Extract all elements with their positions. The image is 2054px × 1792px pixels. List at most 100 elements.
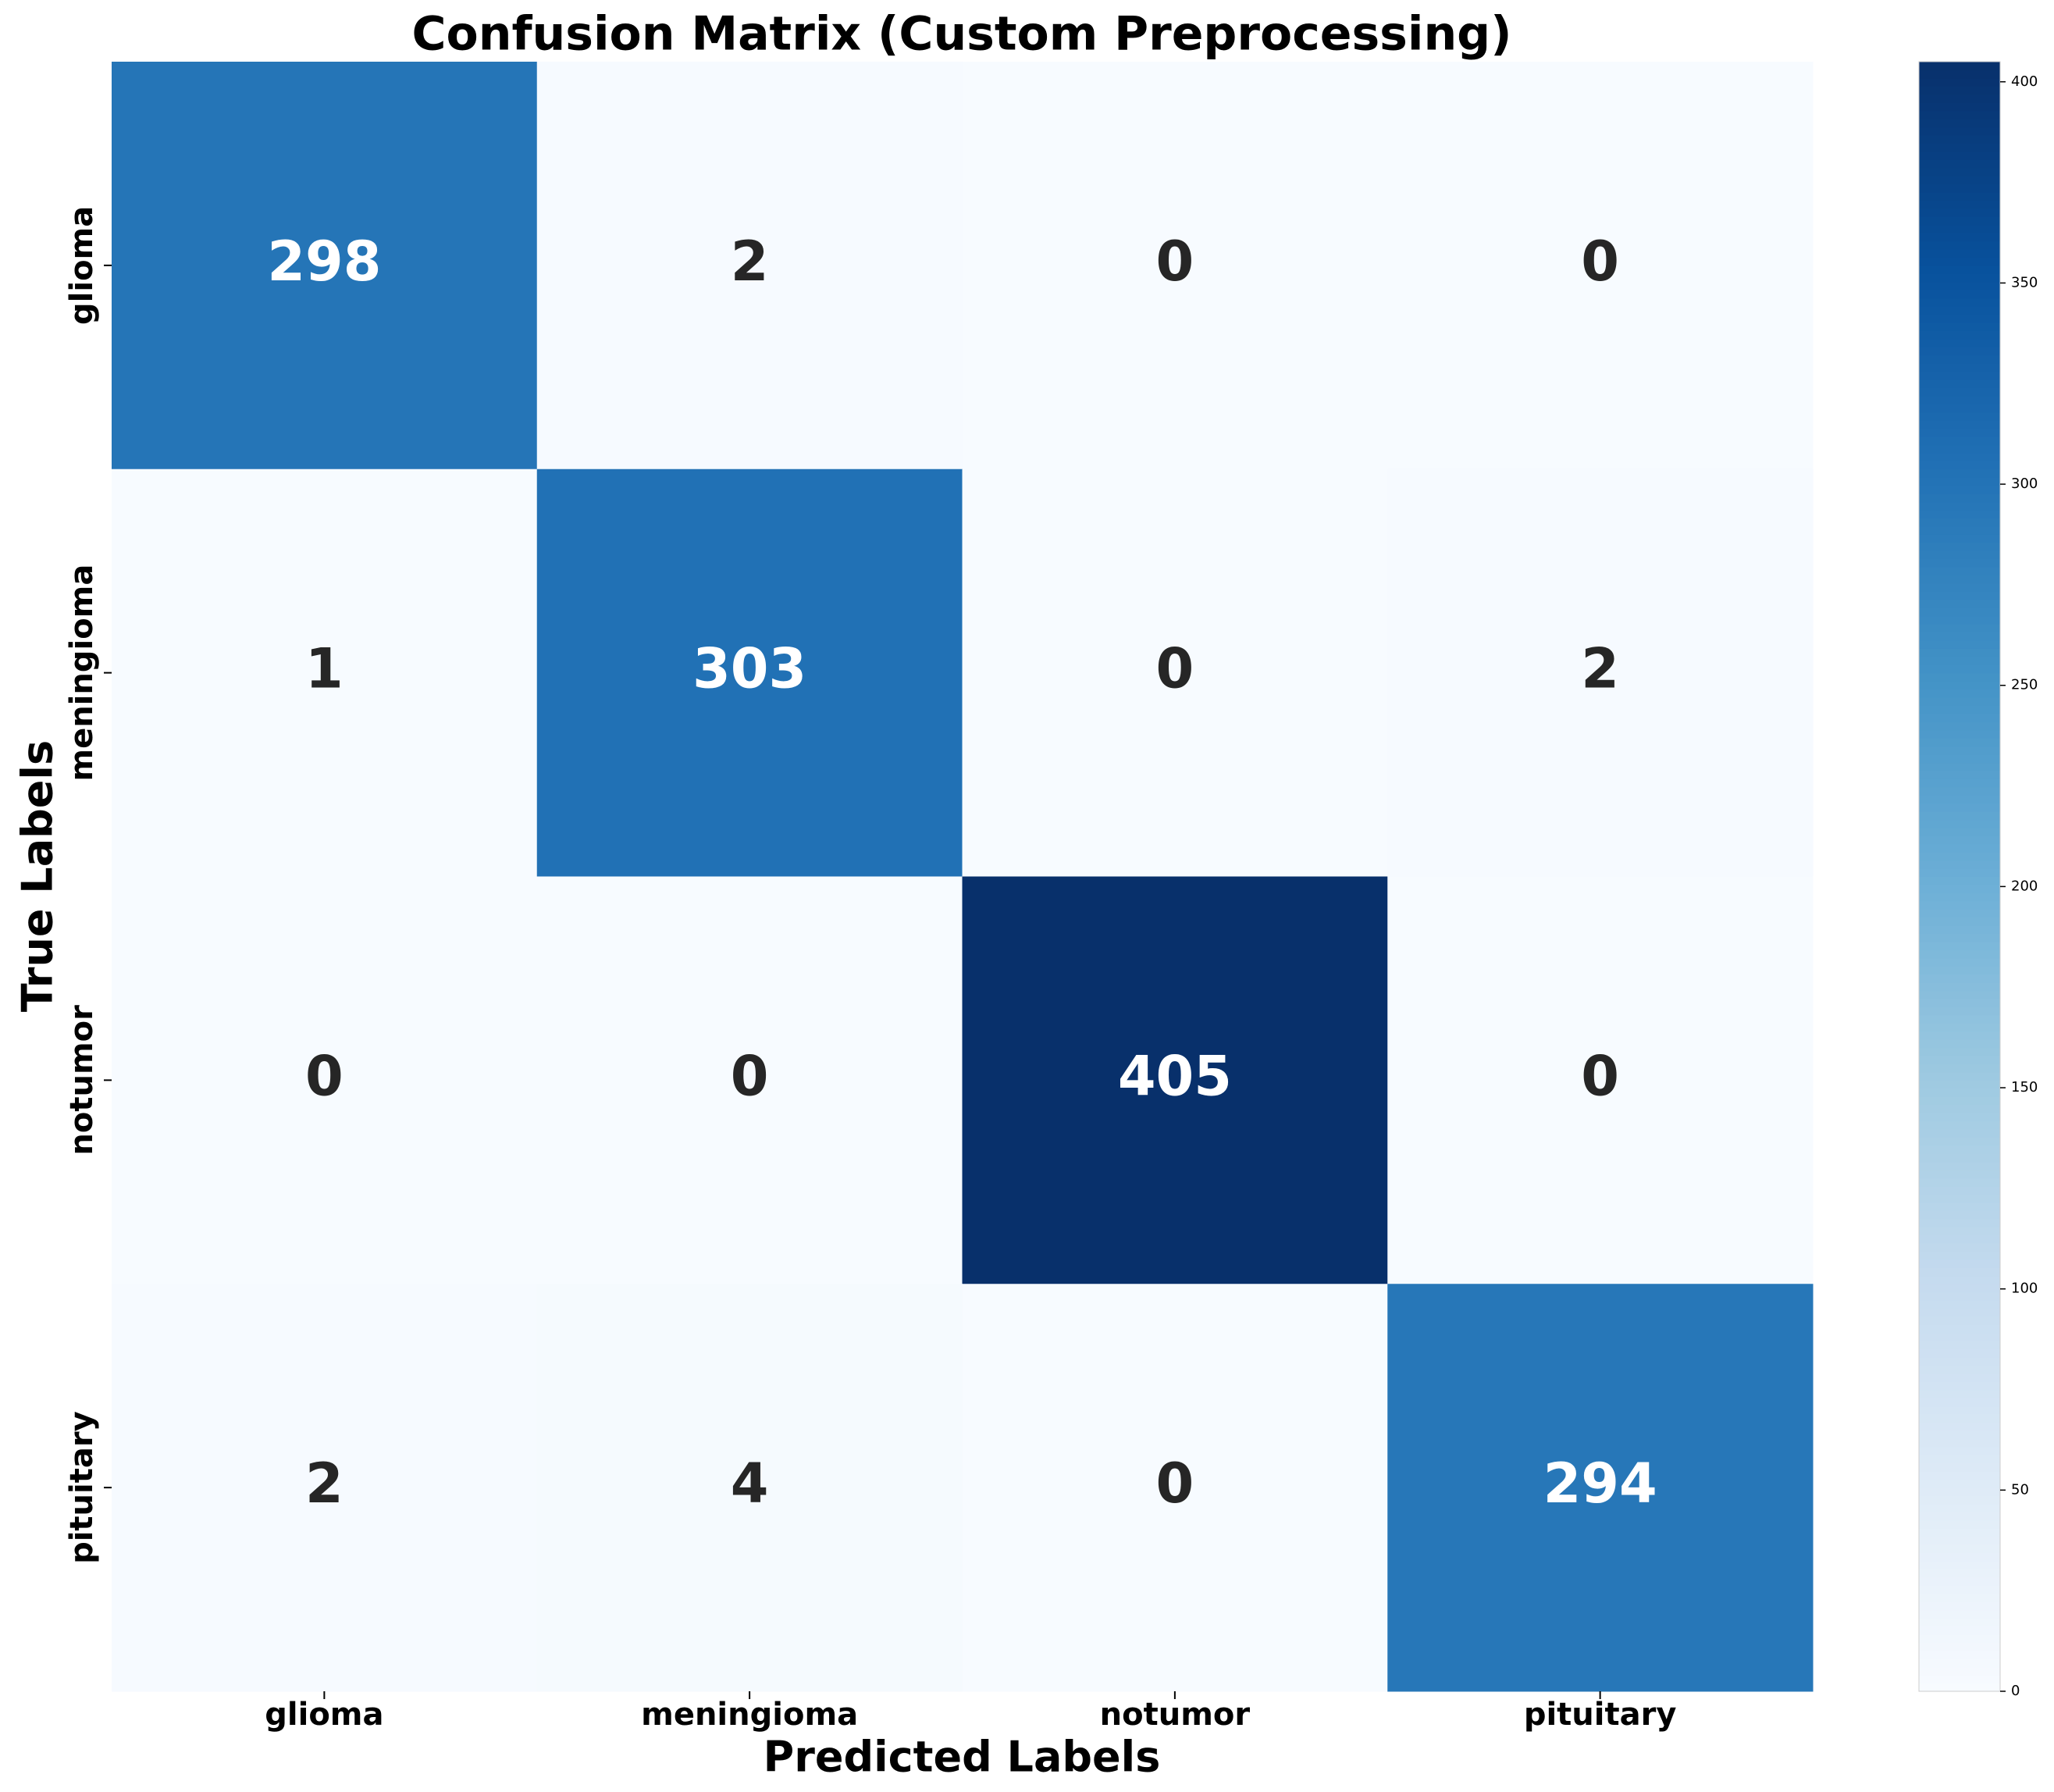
colorbar-segment — [1919, 786, 2000, 796]
colorbar-segment — [1919, 1609, 2000, 1619]
colorbar-segment — [1919, 884, 2000, 893]
colorbar-segment — [1919, 778, 2000, 788]
colorbar-segment — [1919, 1177, 2000, 1187]
colorbar-segment — [1919, 1210, 2000, 1220]
colorbar-segment — [1919, 1552, 2000, 1562]
colorbar-segment — [1919, 297, 2000, 307]
colorbar-segment — [1919, 379, 2000, 388]
colorbar-segment — [1919, 705, 2000, 714]
cell — [1387, 1284, 1814, 1692]
y-tick-label: pituitary — [64, 1411, 100, 1564]
colorbar-segment — [1919, 672, 2000, 682]
cell-label: 2 — [731, 230, 769, 294]
colorbar-segment — [1919, 1479, 2000, 1488]
cell-label: 2 — [1581, 637, 1619, 701]
colorbar-segment — [1919, 167, 2000, 176]
colorbar-segment — [1919, 990, 2000, 999]
colorbar-segment — [1919, 648, 2000, 657]
x-tick-label: pituitary — [1524, 1697, 1677, 1733]
colorbar-segment — [1919, 322, 2000, 331]
colorbar-segment — [1919, 1259, 2000, 1268]
colorbar-segment — [1919, 1145, 2000, 1154]
colorbar-segment — [1919, 713, 2000, 722]
colorbar-segment — [1919, 982, 2000, 992]
colorbar-segment — [1919, 176, 2000, 185]
colorbar-segment — [1919, 1389, 2000, 1398]
colorbar-segment — [1919, 599, 2000, 608]
cell — [962, 876, 1388, 1284]
colorbar-segment — [1919, 1561, 2000, 1570]
cell-label: 405 — [1118, 1044, 1232, 1108]
colorbar-segment — [1919, 216, 2000, 226]
cell-label: 4 — [731, 1452, 769, 1516]
colorbar-segment — [1919, 485, 2000, 494]
colorbar-segment — [1919, 835, 2000, 845]
colorbar-segment — [1919, 468, 2000, 478]
colorbar-segment — [1919, 957, 2000, 967]
colorbar-segment — [1919, 762, 2000, 771]
colorbar-segment — [1919, 1536, 2000, 1545]
colorbar-segment — [1919, 664, 2000, 674]
colorbar-segment — [1919, 159, 2000, 169]
colorbar-segment — [1919, 1365, 2000, 1374]
colorbar-segment — [1919, 1569, 2000, 1578]
colorbar-segment — [1919, 1642, 2000, 1651]
colorbar-segment — [1919, 721, 2000, 731]
colorbar-segment — [1919, 1300, 2000, 1309]
cell-label: 0 — [305, 1044, 344, 1108]
colorbar-segment — [1919, 354, 2000, 364]
colorbar-segment — [1919, 1357, 2000, 1366]
colorbar-segment — [1919, 290, 2000, 299]
cell — [536, 876, 963, 1284]
colorbar-segment — [1919, 501, 2000, 511]
colorbar-segment — [1919, 183, 2000, 193]
colorbar-segment — [1919, 746, 2000, 755]
colorbar-segment — [1919, 1666, 2000, 1676]
colorbar-segment — [1919, 1675, 2000, 1684]
colorbar-segment — [1919, 395, 2000, 404]
colorbar-segment — [1919, 126, 2000, 136]
y-axis-label: True Labels — [13, 740, 62, 1012]
colorbar-segment — [1919, 591, 2000, 600]
colorbar-segment — [1919, 738, 2000, 747]
colorbar-segment — [1919, 240, 2000, 250]
colorbar-segment — [1919, 1455, 2000, 1464]
colorbar-segment — [1919, 1243, 2000, 1252]
cell-label: 0 — [1581, 1044, 1619, 1108]
colorbar-segment — [1919, 632, 2000, 641]
colorbar-segment — [1919, 420, 2000, 429]
y-tick-label: meningioma — [64, 565, 100, 782]
x-tick-label: notumor — [1100, 1697, 1251, 1733]
colorbar-segment — [1919, 314, 2000, 323]
colorbar-segment — [1919, 689, 2000, 698]
colorbar-segment — [1919, 1194, 2000, 1203]
colorbar-tick-label: 350 — [2011, 274, 2038, 290]
colorbar-segment — [1919, 77, 2000, 87]
colorbar-segment — [1919, 493, 2000, 503]
colorbar-segment — [1919, 1633, 2000, 1643]
colorbar-tick-label: 300 — [2011, 476, 2038, 492]
cell — [536, 1284, 963, 1692]
colorbar-segment — [1919, 1056, 2000, 1065]
cell-label: 1 — [305, 637, 344, 701]
colorbar-segment — [1919, 753, 2000, 764]
colorbar-segment — [1919, 860, 2000, 869]
colorbar-segment — [1919, 1234, 2000, 1244]
colorbar-segment — [1919, 1137, 2000, 1146]
colorbar-segment — [1919, 1275, 2000, 1284]
colorbar-segment — [1919, 1512, 2000, 1521]
colorbar-frame — [1918, 61, 2001, 1692]
cell — [112, 1284, 538, 1692]
x-tick-label: meningioma — [641, 1697, 858, 1733]
colorbar-segment — [1919, 477, 2000, 486]
cell-label: 0 — [1581, 230, 1619, 294]
x-tick-label: glioma — [265, 1697, 383, 1733]
cell — [962, 1284, 1388, 1692]
colorbar-segment — [1919, 249, 2000, 258]
colorbar-segment — [1919, 1227, 2000, 1236]
colorbar-segment — [1919, 1422, 2000, 1431]
cell — [112, 62, 538, 470]
colorbar-segment — [1919, 819, 2000, 828]
colorbar-segment — [1919, 1161, 2000, 1170]
cell-label: 2 — [305, 1452, 344, 1516]
